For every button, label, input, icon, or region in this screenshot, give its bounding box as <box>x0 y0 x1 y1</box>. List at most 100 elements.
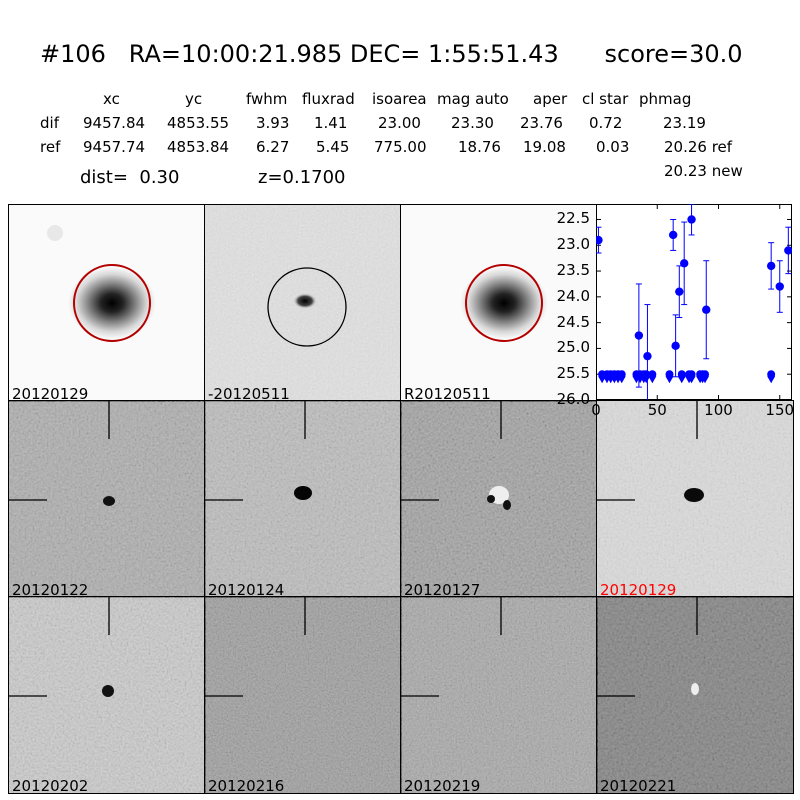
stamp-label: 20120122 <box>12 581 89 598</box>
upper-limit-arrow <box>767 376 776 384</box>
stamp-label: 20120219 <box>404 777 481 794</box>
y-tick-label: 24.5 <box>556 312 590 331</box>
upper-limit-arrow <box>648 376 657 384</box>
detection-point <box>687 215 696 224</box>
dist-value: dist= 0.30 <box>80 167 180 188</box>
upper-limit-arrow <box>677 376 686 384</box>
x-tick-label: 150 <box>765 401 795 419</box>
y-tick-label: 23.0 <box>556 235 590 254</box>
col-yc: yc <box>185 90 203 108</box>
light-curve-chart <box>594 203 793 409</box>
epoch-image <box>205 401 401 597</box>
y-tick-label: 25.5 <box>556 364 590 383</box>
x-tick-label: 100 <box>704 401 733 419</box>
x-tick-label: 0 <box>591 401 601 419</box>
limit-point <box>687 370 696 379</box>
reference-image <box>460 264 548 342</box>
epoch-image <box>597 597 793 793</box>
cell: 18.76 <box>458 138 501 156</box>
phmag-new: 20.23 new <box>664 162 743 180</box>
stamp-epoch: 20120216 <box>204 596 402 794</box>
limit-point <box>642 370 651 379</box>
page-title: #106 RA=10:00:21.985 DEC= 1:55:51.43 sco… <box>40 40 743 68</box>
epoch-image <box>205 597 401 793</box>
cell: 23.00 <box>378 114 421 132</box>
cell: 0.03 <box>596 138 630 156</box>
limit-point <box>701 370 710 379</box>
cell: 4853.84 <box>167 138 230 156</box>
y-tick-label: 23.5 <box>556 261 590 280</box>
cell: 775.00 <box>374 138 427 156</box>
stamp-difference: -20120511 <box>204 204 402 402</box>
detection-point <box>643 351 652 361</box>
stamp-epoch: 20120202 <box>8 596 206 794</box>
row-label: dif <box>40 114 59 132</box>
col-mag-auto: mag auto <box>437 90 509 108</box>
cell: 23.30 <box>451 114 494 132</box>
row-label: ref <box>40 138 61 156</box>
limit-point <box>665 370 674 379</box>
cell: 9457.84 <box>83 114 146 132</box>
limit-point <box>648 370 657 379</box>
stamp-reference: R20120511 <box>400 204 598 402</box>
cell: 0.72 <box>589 114 623 132</box>
detection-point <box>671 341 680 351</box>
y-tick-label: 24.0 <box>556 286 590 305</box>
epoch-image <box>597 401 793 597</box>
cell: 3.93 <box>256 114 290 132</box>
upper-limit-arrow <box>701 376 710 384</box>
limit-point <box>677 370 686 379</box>
col-phmag: phmag <box>639 90 692 108</box>
stamp-label: 20120129 <box>12 385 89 402</box>
col-aper: aper <box>533 90 568 108</box>
epoch-image <box>401 401 597 597</box>
col-fwhm: fwhm <box>246 90 288 108</box>
cell: 6.27 <box>256 138 290 156</box>
cell: 19.08 <box>523 138 566 156</box>
upper-limit-arrow <box>687 376 696 384</box>
x-tick-label: 50 <box>647 401 667 419</box>
detection-point <box>784 246 793 255</box>
stamp-epoch: 20120122 <box>8 400 206 598</box>
stamp-epoch: 20120127 <box>400 400 598 598</box>
upper-limit-arrow <box>642 376 651 384</box>
detection-point <box>775 282 784 291</box>
stamp-epoch: 20120219 <box>400 596 598 794</box>
limit-point <box>617 370 626 379</box>
stamp-label-current: 20120129 <box>600 581 677 598</box>
stamp-ref-host: 20120129 <box>8 204 206 402</box>
cell: 20.26 ref <box>664 138 733 156</box>
detection-point <box>668 230 678 240</box>
stamp-label: -20120511 <box>208 385 290 402</box>
y-tick-label: 26.0 <box>556 390 590 408</box>
stamp-label: 20120124 <box>208 581 285 598</box>
upper-limit-arrow <box>617 376 626 384</box>
y-tick-label: 22.5 <box>556 209 590 228</box>
epoch-image <box>9 401 205 597</box>
cell: 5.45 <box>316 138 350 156</box>
limit-point <box>767 370 776 379</box>
col-fluxrad: fluxrad <box>302 90 355 108</box>
detection-point <box>675 287 684 296</box>
detection-point <box>594 235 603 245</box>
stamp-epoch: 20120124 <box>204 400 402 598</box>
detection-point <box>680 259 689 268</box>
light-curve-svg <box>594 203 793 409</box>
detection-point <box>766 261 776 271</box>
cell: 4853.55 <box>167 114 230 132</box>
plot-frame <box>596 204 792 400</box>
stamp-label: 20120216 <box>208 777 285 794</box>
cell: 23.19 <box>663 114 706 132</box>
epoch-image <box>9 597 205 793</box>
cell: 9457.74 <box>83 138 146 156</box>
stamp-epoch-current: 20120129 <box>596 400 794 598</box>
difference-image <box>205 205 401 401</box>
stamp-label: R20120511 <box>404 385 491 402</box>
cell: 23.76 <box>520 114 563 132</box>
detection-point <box>634 331 644 340</box>
stamp-label: 20120127 <box>404 581 481 598</box>
aperture-circle <box>73 264 151 342</box>
col-xc: xc <box>103 90 120 108</box>
epoch-image <box>401 597 597 793</box>
host-galaxy-image <box>47 225 156 342</box>
